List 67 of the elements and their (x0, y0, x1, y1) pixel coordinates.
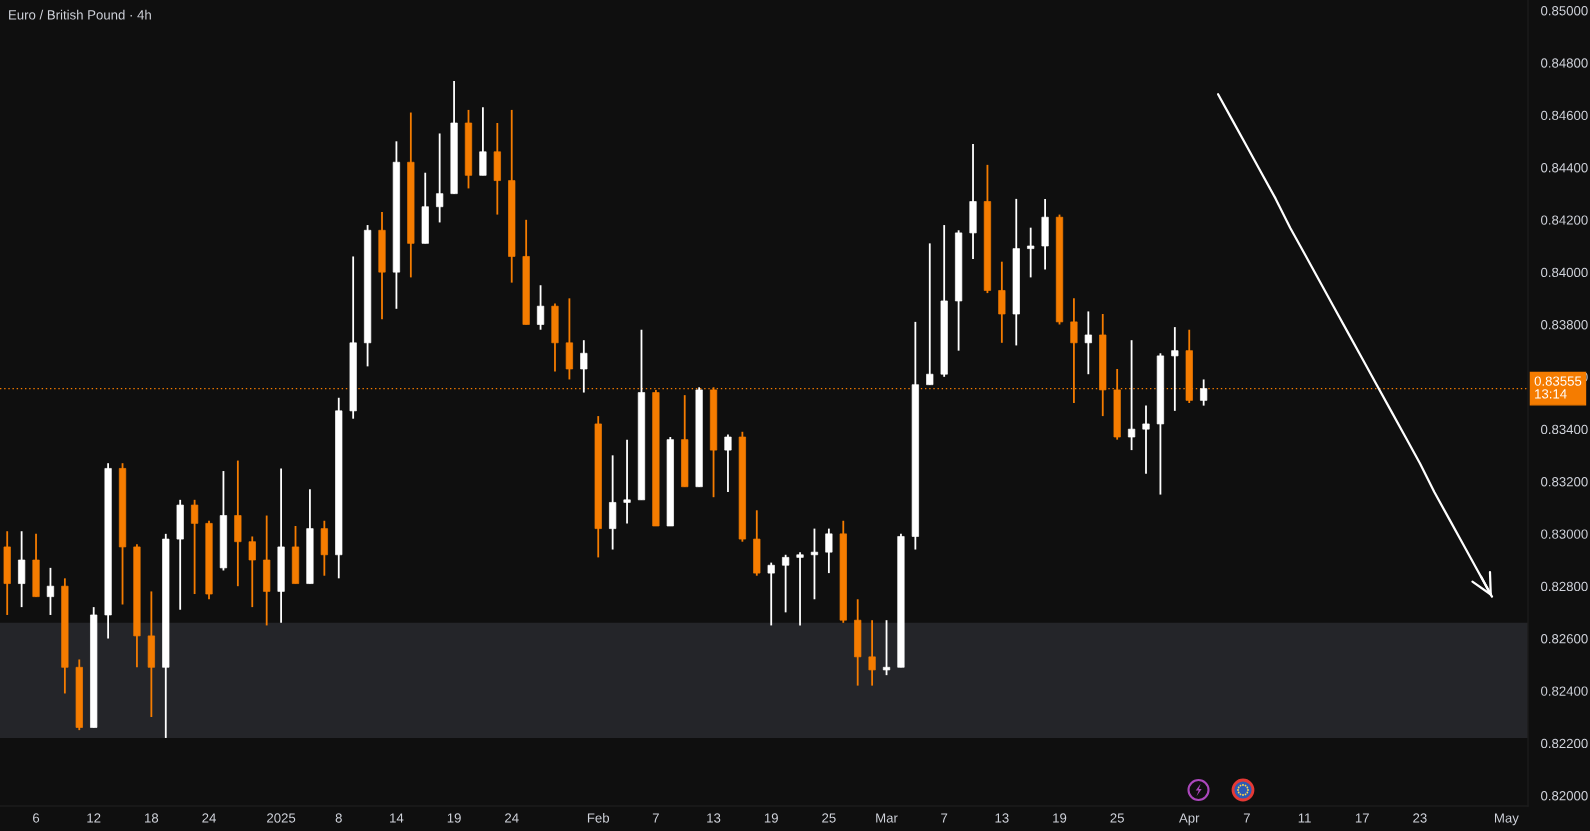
candlestick (724, 433, 732, 493)
candlestick (1027, 226, 1035, 279)
candlestick (1200, 378, 1208, 407)
candlestick (248, 535, 256, 609)
candlestick (46, 566, 55, 616)
candlestick (767, 561, 775, 627)
x-tick-label: 19 (1053, 813, 1067, 823)
candlestick (926, 242, 934, 386)
ref-line-label: 0.83555 13:14 (1534, 376, 1582, 399)
x-tick-label: 11 (1298, 813, 1311, 823)
x-tick-label: 25 (822, 813, 836, 823)
y-tick-label: 0.84400 (1541, 163, 1588, 173)
x-tick-label: 14 (390, 813, 404, 823)
y-tick-label: 0.84200 (1541, 215, 1588, 225)
x-tick-label: 18 (145, 813, 159, 823)
candlestick (536, 284, 545, 331)
x-tick-label: 19 (764, 813, 778, 823)
x-tick-label: 12 (87, 813, 101, 823)
candlestick (191, 498, 199, 595)
x-tick-label: 7 (1243, 813, 1250, 823)
text: Euro / British Pound · 4h (9, 9, 151, 20)
x-tick-label: 13 (995, 813, 1009, 823)
candlestick (1171, 326, 1179, 412)
y-tick-label: 0.84000 (1541, 267, 1588, 278)
y-tick-label: 0.83800 (1541, 320, 1588, 330)
candlestick (436, 132, 444, 224)
y-tick-label: 0.82600 (1541, 634, 1588, 644)
candlestick (796, 551, 804, 627)
y-tick-label: 0.84800 (1541, 58, 1588, 68)
x-tick-label: 24 (202, 813, 216, 823)
y-tick-label: 0.82400 (1541, 686, 1588, 696)
x-tick-label: 23 (1413, 813, 1427, 823)
y-tick-label: 0.82000 (1541, 791, 1588, 801)
x-tick-label: May (1495, 813, 1519, 826)
y-tick-label: 0.82800 (1541, 581, 1588, 592)
x-tick-label: 7 (941, 813, 948, 823)
x-tick-label: 7 (652, 813, 659, 823)
y-tick-label: 0.83400 (1541, 424, 1588, 435)
x-tick-label: Feb (587, 812, 610, 823)
x-tick-label: 19 (447, 813, 461, 823)
candlestick (1084, 310, 1092, 376)
y-tick-label: 0.83200 (1541, 477, 1588, 487)
y-tick-label: 0.83000 (1541, 529, 1588, 539)
candlestick (868, 619, 876, 687)
candlestick (882, 619, 891, 677)
candlestick (580, 339, 588, 394)
candlestick (810, 527, 819, 601)
x-tick-label: 6 (33, 813, 40, 823)
candlestick (623, 438, 631, 525)
candlestick (479, 106, 487, 177)
candlestick (998, 260, 1006, 344)
x-tick-label: 13 (707, 813, 721, 823)
x-tick-label: Apr (1179, 813, 1200, 826)
candlestick (1142, 404, 1150, 475)
x-tick-label: 17 (1355, 813, 1369, 823)
x-tick-label: Mar (876, 813, 898, 823)
x-tick-label: 2025 (267, 813, 296, 823)
y-tick-label: 0.85000 (1541, 6, 1588, 16)
candlestick (18, 530, 26, 609)
x-tick-label: 24 (505, 813, 519, 823)
candlestick (825, 527, 833, 575)
candlestick (782, 553, 790, 614)
x-tick-label: 25 (1110, 813, 1124, 823)
y-tick-label: 0.82200 (1541, 738, 1588, 749)
y-tick-label: 0.84600 (1541, 110, 1588, 121)
x-tick-label: 8 (335, 813, 342, 823)
candlestick (1127, 339, 1136, 452)
